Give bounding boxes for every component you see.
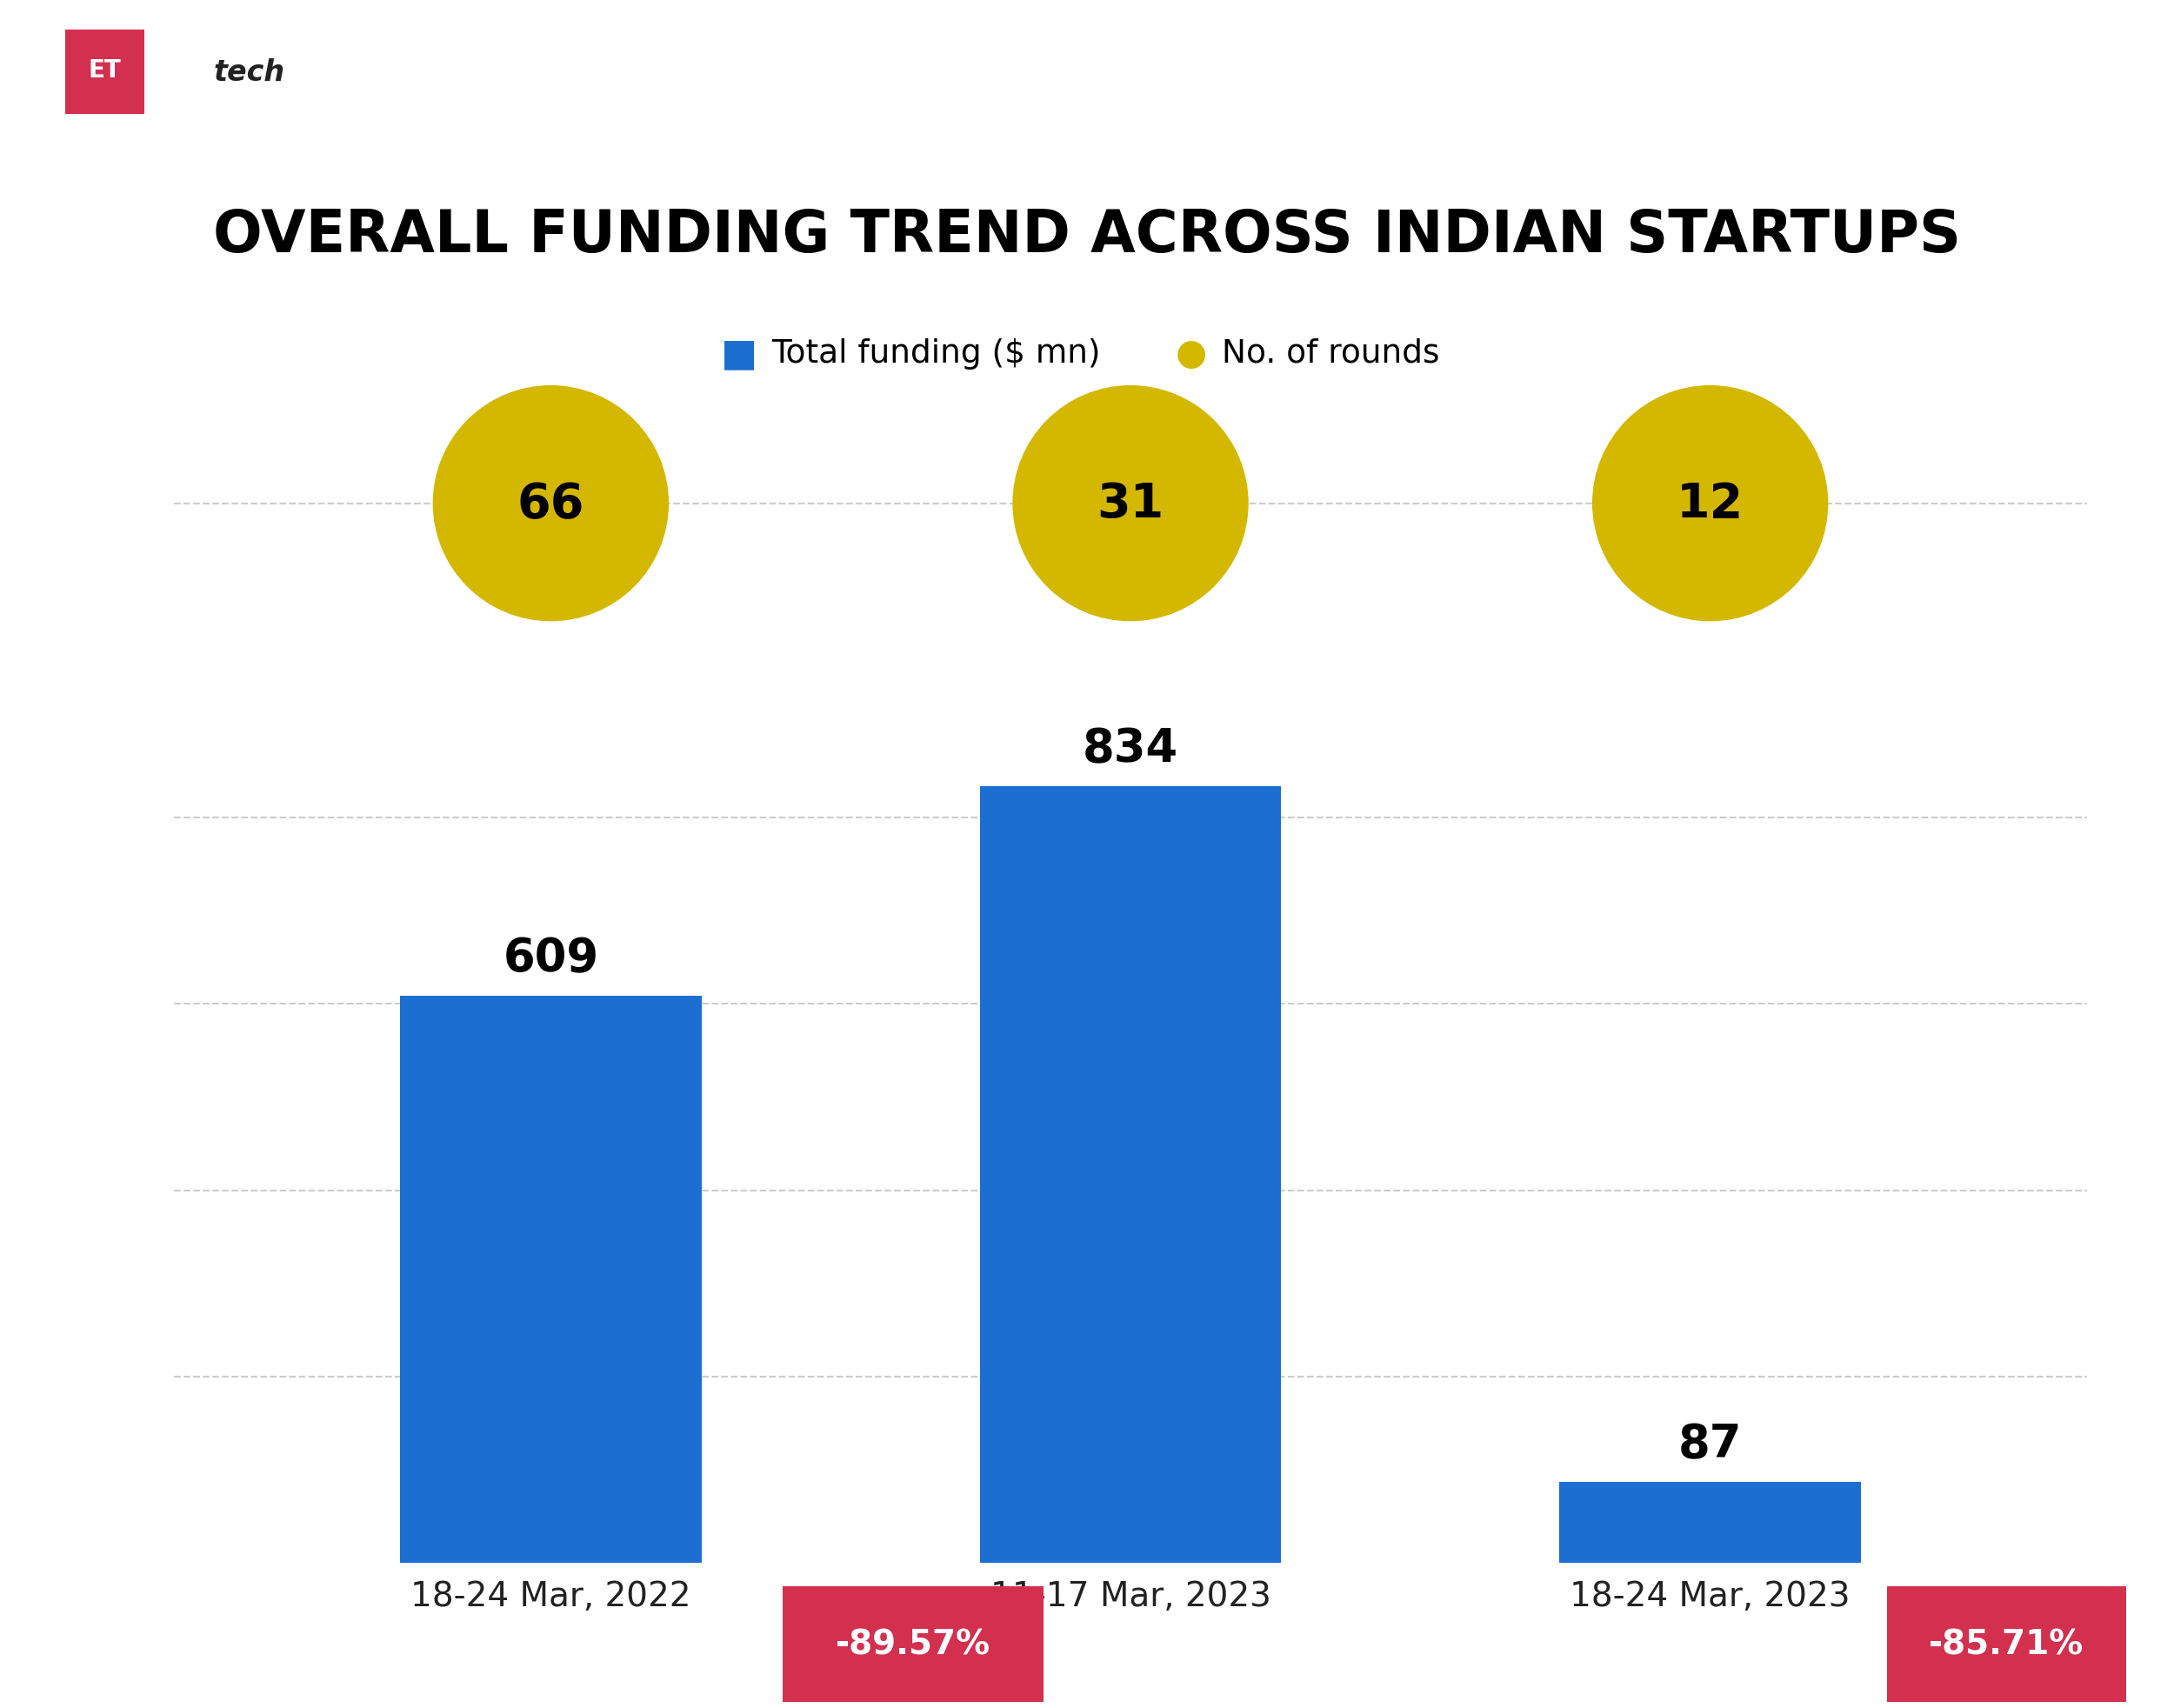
Text: No. of rounds: No. of rounds: [1222, 338, 1439, 369]
Text: Comparision to same period last year: Comparision to same period last year: [1087, 1629, 1726, 1658]
Text: ■: ■: [722, 335, 757, 372]
Bar: [400, 996, 702, 1563]
Text: 31: 31: [1098, 480, 1163, 528]
Text: -89.57%: -89.57%: [835, 1628, 991, 1660]
FancyBboxPatch shape: [783, 1587, 1044, 1701]
Text: Total funding ($ mn): Total funding ($ mn): [772, 338, 1100, 369]
Bar: [1559, 1483, 1861, 1563]
Text: 12: 12: [1676, 480, 1744, 528]
Text: tech: tech: [213, 58, 285, 87]
Text: 834: 834: [1083, 726, 1178, 772]
Text: 66: 66: [517, 480, 585, 528]
Text: OVERALL FUNDING TREND ACROSS INDIAN STARTUPS: OVERALL FUNDING TREND ACROSS INDIAN STAR…: [213, 207, 1961, 265]
Text: ET: ET: [89, 58, 122, 84]
Text: Comparison to previous week this year: Comparison to previous week this year: [65, 1629, 730, 1658]
Text: 609: 609: [502, 936, 598, 980]
Bar: [980, 786, 1280, 1563]
Text: ●: ●: [1176, 335, 1207, 372]
Text: 87: 87: [1678, 1421, 1741, 1467]
FancyBboxPatch shape: [1887, 1587, 2126, 1701]
FancyBboxPatch shape: [65, 31, 143, 114]
Text: -85.71%: -85.71%: [1928, 1628, 2085, 1660]
